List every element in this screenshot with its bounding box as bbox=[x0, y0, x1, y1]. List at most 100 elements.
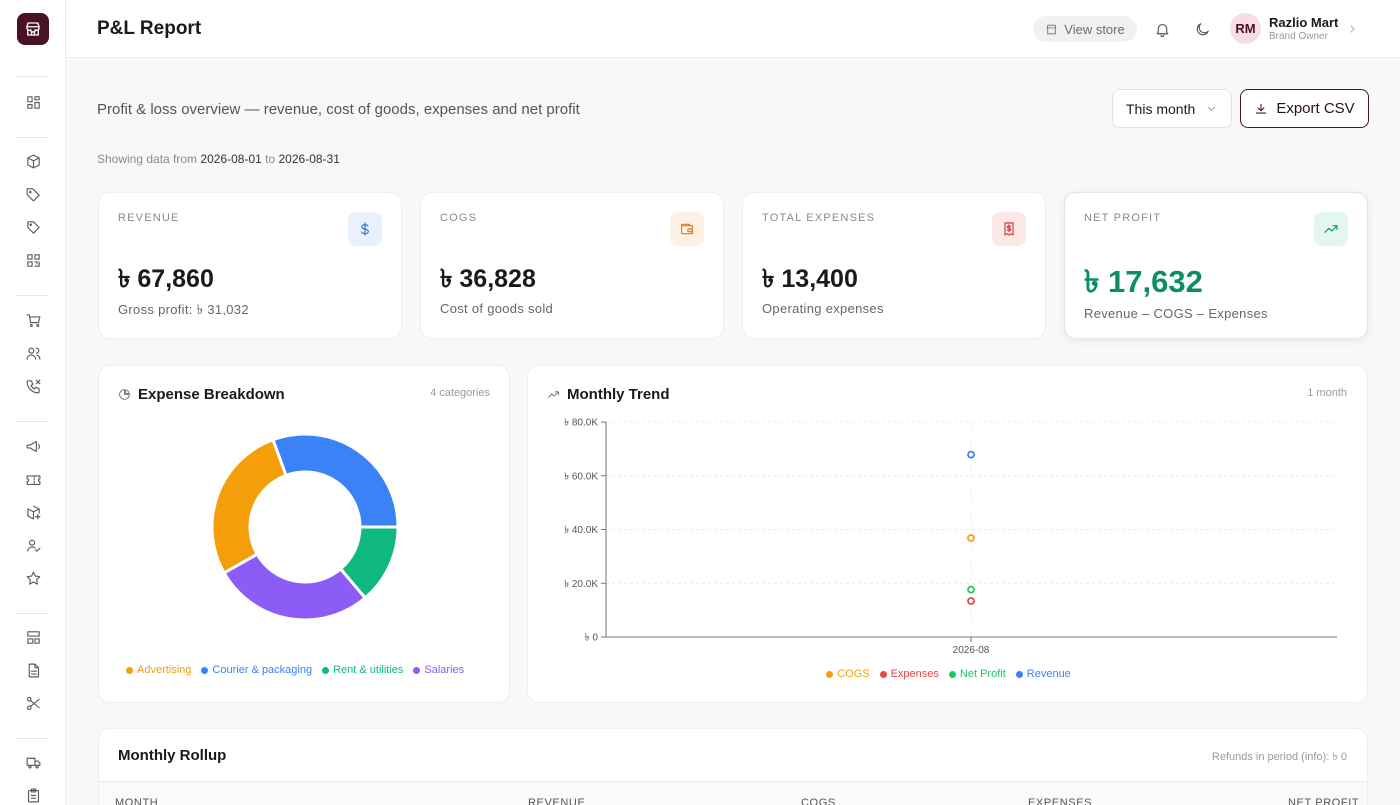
dashboard-icon[interactable] bbox=[22, 91, 44, 113]
column-header-revenue[interactable]: REVENUE bbox=[528, 797, 586, 805]
scissors-icon[interactable] bbox=[22, 692, 44, 714]
category-count: 4 categories bbox=[430, 387, 490, 399]
trend-chart: ৳ 0 ৳ 20.0K ৳ 40.0K ৳ 60.0K ৳ 80.0K 2026-08 bbox=[564, 418, 1337, 656]
top-header: P&L Report View store RM Razlio Mart Bra… bbox=[66, 0, 1400, 58]
user-name[interactable]: Razlio Mart bbox=[1269, 15, 1339, 30]
tag-icon[interactable] bbox=[22, 183, 44, 205]
trending-up-icon bbox=[548, 391, 559, 398]
view-store-label: View store bbox=[1064, 21, 1125, 37]
chevron-right-icon[interactable] bbox=[1346, 22, 1358, 40]
megaphone-icon[interactable] bbox=[22, 435, 44, 457]
package-plus-icon[interactable] bbox=[22, 501, 44, 523]
donut-slice[interactable] bbox=[271, 432, 400, 529]
chevron-down-icon bbox=[1208, 106, 1215, 111]
trending-up-icon bbox=[1314, 212, 1348, 246]
page-title: P&L Report bbox=[97, 18, 202, 39]
avatar[interactable]: RM bbox=[1230, 13, 1261, 44]
donut-chart bbox=[210, 432, 400, 622]
star-icon[interactable] bbox=[22, 567, 44, 589]
clipboard-icon[interactable] bbox=[22, 784, 44, 805]
y-tick-label: ৳ 20.0K bbox=[564, 579, 598, 590]
monthly-trend-title: Monthly Trend bbox=[547, 386, 670, 403]
table-header: MONTH REVENUE COGS EXPENSES NET PROFIT bbox=[99, 781, 1367, 805]
column-header-expenses[interactable]: EXPENSES bbox=[1028, 797, 1093, 805]
date-range-select[interactable]: This month bbox=[1112, 89, 1232, 128]
file-text-icon[interactable] bbox=[22, 659, 44, 681]
kpi-label: REVENUE bbox=[118, 212, 180, 224]
kpi-card-total-expenses: TOTAL EXPENSES ৳ 13,400 Operating expens… bbox=[742, 192, 1046, 339]
kpi-card-cogs: COGS ৳ 36,828 Cost of goods sold bbox=[420, 192, 724, 339]
legend-item[interactable]: Courier & packaging bbox=[201, 664, 312, 676]
date-range-info: Showing data from 2026-08-01 to 2026-08-… bbox=[97, 152, 340, 166]
legend-item[interactable]: Net Profit bbox=[948, 668, 1006, 680]
kpi-label: TOTAL EXPENSES bbox=[762, 212, 876, 224]
users-icon[interactable] bbox=[22, 342, 44, 364]
donut-slice[interactable] bbox=[210, 437, 288, 575]
kpi-subtext: Operating expenses bbox=[762, 301, 884, 316]
ticket-icon[interactable] bbox=[22, 468, 44, 490]
view-store-button[interactable]: View store bbox=[1033, 16, 1137, 42]
legend-dot bbox=[879, 670, 887, 678]
tags-icon[interactable] bbox=[22, 216, 44, 238]
column-header-cogs[interactable]: COGS bbox=[801, 797, 836, 805]
date-range-value: This month bbox=[1126, 100, 1196, 117]
data-point[interactable] bbox=[967, 450, 975, 459]
download-icon bbox=[1256, 103, 1267, 114]
legend-item[interactable]: Expenses bbox=[879, 668, 939, 680]
qr-code-icon[interactable] bbox=[22, 249, 44, 271]
cart-icon[interactable] bbox=[22, 309, 44, 331]
package-icon[interactable] bbox=[22, 150, 44, 172]
layout-icon[interactable] bbox=[22, 626, 44, 648]
kpi-subtext: Revenue – COGS – Expenses bbox=[1084, 306, 1268, 321]
y-tick-label: ৳ 40.0K bbox=[564, 525, 598, 536]
legend-dot bbox=[1015, 670, 1023, 678]
legend-label: Salaries bbox=[424, 664, 465, 676]
data-point[interactable] bbox=[967, 597, 975, 605]
export-csv-button[interactable]: Export CSV bbox=[1240, 89, 1369, 128]
trend-legend: COGS Expenses Net Profit Revenue bbox=[528, 668, 1369, 680]
legend-item[interactable]: Revenue bbox=[1015, 668, 1071, 680]
store-icon bbox=[1046, 24, 1057, 34]
monthly-trend-panel: Monthly Trend 1 month ৳ 0 ৳ 20.0K ৳ 40.0K ৳… bbox=[527, 365, 1368, 703]
sidebar bbox=[0, 0, 66, 805]
kpi-card-net-profit: NET PROFIT ৳ 17,632 Revenue – COGS – Exp… bbox=[1064, 192, 1368, 339]
expense-breakdown-title: Expense Breakdown bbox=[118, 386, 285, 403]
kpi-value: ৳ 36,828 bbox=[440, 265, 536, 293]
user-check-icon[interactable] bbox=[22, 534, 44, 556]
truck-icon[interactable] bbox=[22, 751, 44, 773]
data-point[interactable] bbox=[967, 585, 975, 594]
legend-item[interactable]: COGS bbox=[826, 668, 870, 680]
kpi-label: COGS bbox=[440, 212, 478, 224]
donut-slice[interactable] bbox=[222, 552, 368, 622]
panel-title-text: Expense Breakdown bbox=[138, 386, 285, 403]
kpi-value: ৳ 67,860 bbox=[118, 265, 214, 293]
legend-label: COGS bbox=[837, 668, 870, 680]
legend-item[interactable]: Advertising bbox=[126, 664, 191, 676]
data-point[interactable] bbox=[967, 534, 975, 542]
column-header-month[interactable]: MONTH bbox=[115, 797, 159, 805]
showing-mid: to bbox=[265, 152, 276, 166]
legend-label: Expenses bbox=[890, 668, 939, 680]
date-from: 2026-08-01 bbox=[200, 152, 262, 166]
showing-prefix: Showing data from bbox=[97, 152, 198, 166]
legend-item[interactable]: Salaries bbox=[413, 664, 464, 676]
store-logo-icon[interactable] bbox=[17, 13, 49, 45]
phone-off-icon[interactable] bbox=[22, 375, 44, 397]
bell-icon[interactable] bbox=[1152, 19, 1172, 39]
legend-item[interactable]: Rent & utilities bbox=[322, 664, 403, 676]
legend-dot bbox=[322, 666, 330, 674]
kpi-value: ৳ 17,632 bbox=[1084, 264, 1203, 299]
wallet-icon bbox=[670, 212, 704, 246]
x-tick-label: 2026-08 bbox=[953, 645, 990, 656]
rollup-title: Monthly Rollup bbox=[118, 747, 227, 764]
donut-legend: Advertising Courier & packaging Rent & uti… bbox=[126, 664, 464, 676]
y-tick-label: ৳ 80.0K bbox=[564, 418, 598, 429]
expense-breakdown-panel: Expense Breakdown 4 categories Advertisi… bbox=[98, 365, 510, 703]
refunds-info: Refunds in period (info): ৳ 0 bbox=[1211, 751, 1347, 763]
column-header-net-profit[interactable]: NET PROFIT bbox=[1288, 797, 1360, 805]
legend-dot bbox=[413, 666, 421, 674]
moon-icon[interactable] bbox=[1192, 19, 1212, 39]
legend-label: Net Profit bbox=[959, 668, 1006, 680]
export-csv-label: Export CSV bbox=[1276, 100, 1355, 117]
y-tick-label: ৳ 0 bbox=[585, 633, 599, 644]
